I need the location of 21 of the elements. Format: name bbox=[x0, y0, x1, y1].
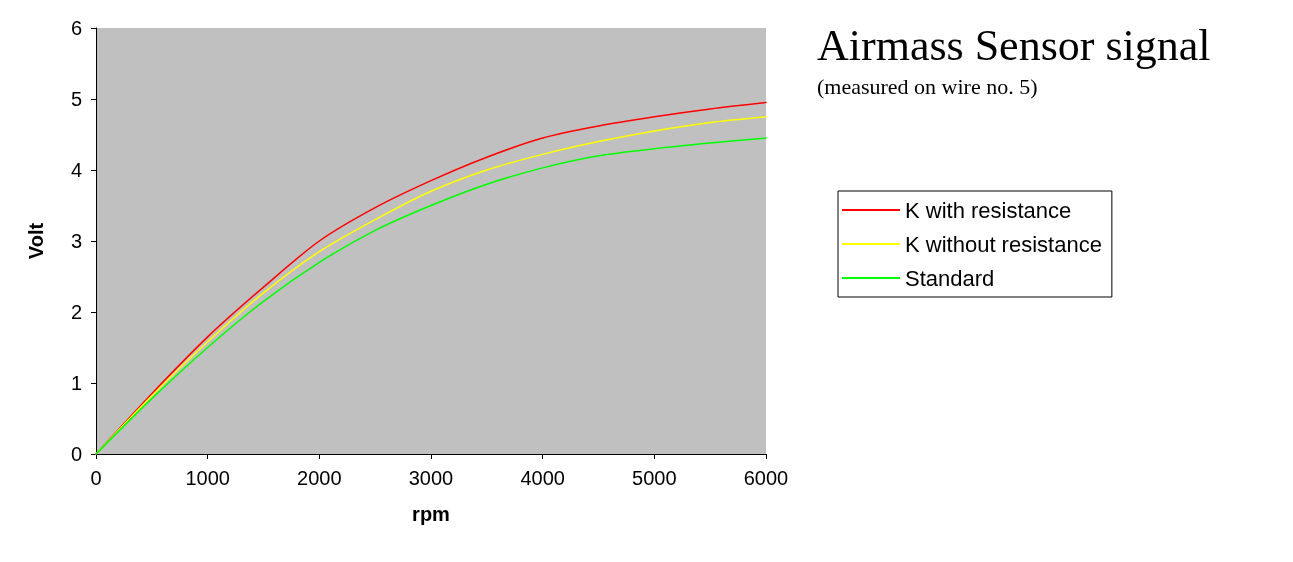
y-axis-title: Volt bbox=[25, 222, 47, 260]
x-tick-label: 4000 bbox=[520, 467, 565, 489]
x-tick-label: 0 bbox=[90, 467, 102, 489]
y-tick-label: 0 bbox=[70, 443, 82, 465]
legend-label: K without resistance bbox=[905, 231, 1102, 257]
legend-label: K with resistance bbox=[905, 197, 1072, 223]
x-axis-title: rpm bbox=[412, 503, 450, 525]
y-tick-label: 3 bbox=[70, 230, 82, 252]
x-tick-label: 6000 bbox=[743, 467, 789, 489]
text: Airmass Sensor signal bbox=[817, 20, 1211, 70]
legend-label: Standard bbox=[905, 265, 995, 291]
x-tick-label: 5000 bbox=[632, 467, 677, 489]
x-tick-label: 1000 bbox=[185, 467, 230, 489]
x-tick-label: 2000 bbox=[297, 467, 342, 489]
y-tick-label: 4 bbox=[70, 159, 82, 181]
y-tick-label: 5 bbox=[70, 88, 82, 110]
y-tick-label: 2 bbox=[70, 301, 82, 323]
text: (measured on wire no. 5) bbox=[817, 73, 1038, 99]
x-tick-label: 3000 bbox=[408, 467, 454, 489]
y-tick-label: 6 bbox=[70, 17, 82, 39]
y-tick-label: 1 bbox=[70, 372, 82, 394]
